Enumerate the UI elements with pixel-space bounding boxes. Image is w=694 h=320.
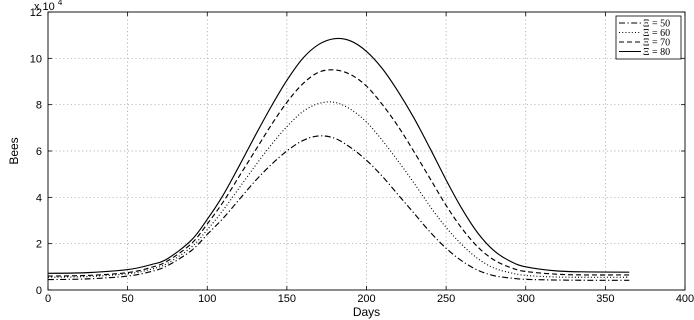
y-multiplier-exponent: 4 — [58, 0, 63, 7]
legend-symbol: Ξ — [643, 38, 649, 49]
legend-label: Ξ = 70 — [643, 38, 670, 49]
y-tick-label: 0 — [36, 285, 42, 297]
x-tick-label: 50 — [122, 293, 134, 305]
legend-value: = 50 — [649, 19, 670, 30]
x-tick-label: 150 — [278, 293, 296, 305]
x-tick-label: 300 — [517, 293, 535, 305]
legend-symbol: Ξ — [643, 19, 649, 30]
y-tick-label: 12 — [30, 7, 42, 19]
legend-label: Ξ = 50 — [643, 19, 670, 30]
legend-value: = 60 — [649, 28, 670, 39]
legend-item: Ξ = 60 — [619, 28, 670, 39]
series-line-1 — [47, 135, 630, 281]
series-lines — [47, 37, 630, 281]
legend-item: Ξ = 70 — [619, 38, 670, 49]
legend-item: Ξ = 50 — [619, 19, 670, 30]
legend-value: = 70 — [649, 38, 670, 49]
legend-label: Ξ = 80 — [643, 47, 670, 58]
y-axis-label: Bees — [7, 137, 21, 164]
x-tick-label: 0 — [45, 293, 51, 305]
legend-symbol: Ξ — [643, 47, 649, 58]
legend-items: Ξ = 50Ξ = 60Ξ = 70Ξ = 80 — [619, 19, 670, 58]
legend-symbol: Ξ — [643, 28, 649, 39]
y-tick-label: 4 — [36, 192, 42, 204]
legend: Ξ = 50Ξ = 60Ξ = 70Ξ = 80 — [615, 15, 682, 60]
series-line-2 — [47, 101, 630, 278]
series-line-3 — [47, 69, 630, 277]
x-axis-label: Days — [353, 305, 380, 319]
x-tick-label: 350 — [596, 293, 614, 305]
x-tick-label: 100 — [198, 293, 216, 305]
x-tick-label: 250 — [437, 293, 455, 305]
y-axis-ticks: 0 2 4 6 8 10 12 — [30, 7, 685, 297]
y-tick-label: 8 — [36, 100, 42, 112]
y-tick-label: 6 — [36, 146, 42, 158]
x-tick-label: 400 — [676, 293, 694, 305]
x-axis-ticks: 0 50 100 150 200 250 300 350 400 — [45, 12, 694, 305]
y-tick-label: 2 — [36, 239, 42, 251]
y-multiplier-base: x 10 — [34, 1, 55, 13]
legend-item: Ξ = 80 — [619, 47, 670, 58]
legend-value: = 80 — [649, 47, 670, 58]
grid — [48, 12, 685, 290]
series-line-4 — [47, 37, 630, 274]
y-tick-label: 10 — [30, 53, 42, 65]
y-axis-multiplier: x 10 4 — [34, 0, 63, 13]
x-tick-label: 200 — [357, 293, 375, 305]
legend-label: Ξ = 60 — [643, 28, 670, 39]
